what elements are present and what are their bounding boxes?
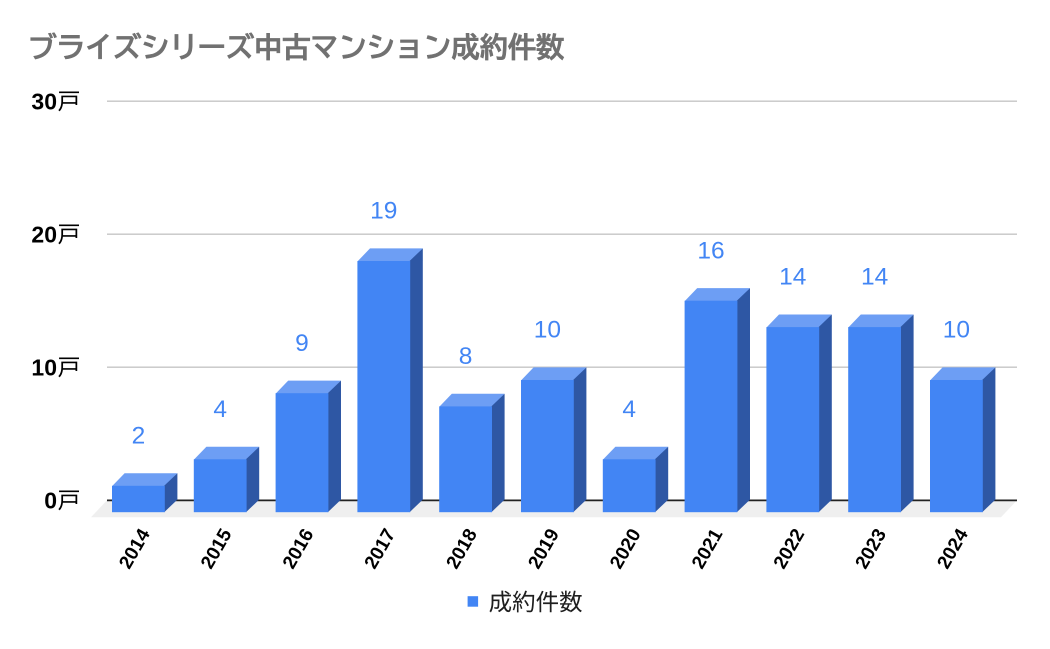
svg-text:8: 8 (459, 343, 473, 370)
svg-text:14: 14 (779, 264, 806, 291)
svg-text:10: 10 (943, 317, 970, 344)
svg-text:2: 2 (132, 422, 146, 449)
svg-text:10: 10 (31, 354, 57, 380)
svg-text:4: 4 (622, 396, 636, 423)
svg-text:4: 4 (213, 396, 227, 423)
svg-text:9: 9 (295, 330, 309, 357)
svg-text:0: 0 (44, 487, 57, 513)
svg-text:19: 19 (370, 198, 397, 225)
svg-text:10: 10 (534, 317, 561, 344)
svg-text:16: 16 (697, 237, 724, 264)
svg-text:14: 14 (861, 264, 888, 291)
svg-text:30: 30 (31, 88, 57, 114)
svg-text:20: 20 (31, 221, 57, 247)
